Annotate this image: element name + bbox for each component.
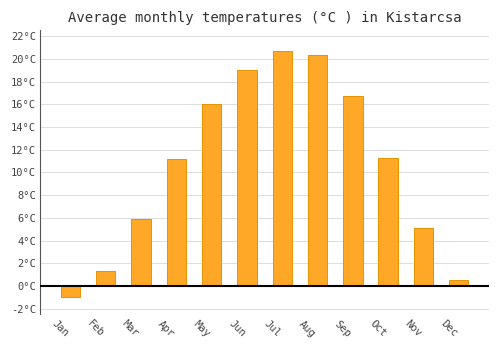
Bar xyxy=(166,159,186,286)
Title: Average monthly temperatures (°C ) in Kistarcsa: Average monthly temperatures (°C ) in Ki… xyxy=(68,11,462,25)
Bar xyxy=(343,96,362,286)
Bar xyxy=(308,55,328,286)
Bar xyxy=(449,280,468,286)
Bar xyxy=(237,70,256,286)
Bar xyxy=(378,158,398,286)
Bar xyxy=(202,104,222,286)
Bar xyxy=(272,51,292,286)
Bar xyxy=(414,228,433,286)
Bar xyxy=(96,271,116,286)
Bar xyxy=(60,286,80,298)
Bar xyxy=(132,219,150,286)
